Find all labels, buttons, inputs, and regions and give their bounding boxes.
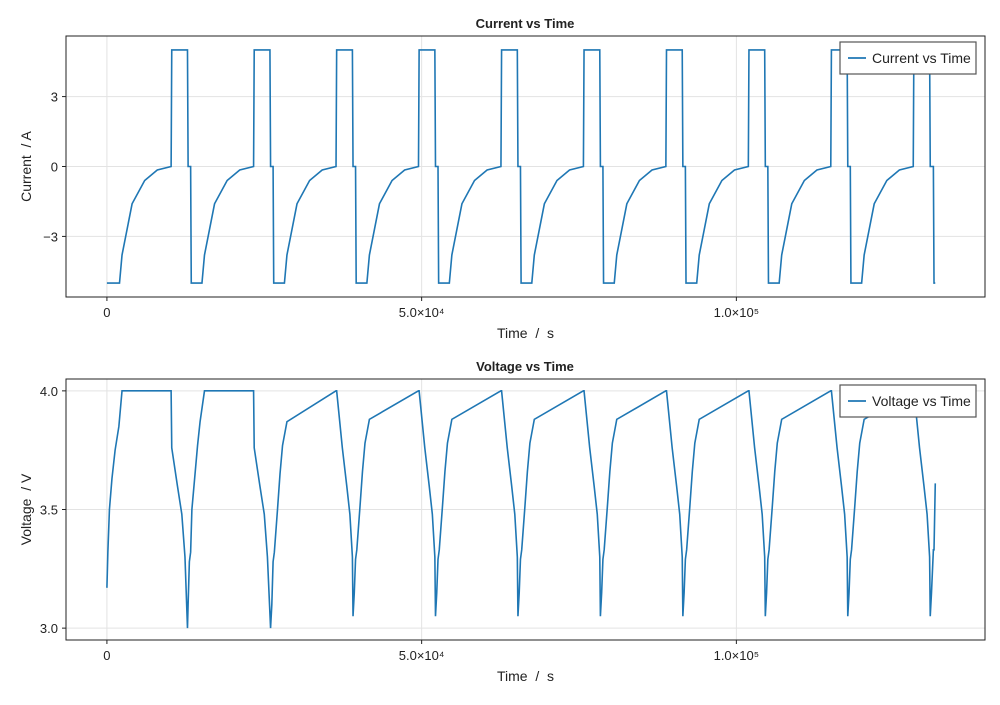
- current-chart-panel: Current vs Time 0 5.0×10⁴ 1.0×10⁵ −3 0 3 Tim…: [18, 16, 986, 341]
- current-series-line: [106, 49, 936, 284]
- current-legend-label: Current vs Time: [872, 50, 971, 66]
- voltage-chart-legend: Voltage vs Time: [839, 384, 977, 418]
- y-tick-label: 3.0: [40, 621, 58, 636]
- voltage-chart-title: Voltage vs Time: [476, 359, 574, 374]
- voltage-chart-y-label: Voltage / V: [18, 473, 34, 545]
- x-tick-label: 5.0×10⁴: [399, 648, 445, 663]
- y-tick-label: 4.0: [40, 384, 58, 399]
- current-chart-x-label: Time / s: [497, 325, 554, 341]
- current-chart-y-ticks: −3 0 3: [43, 90, 66, 244]
- x-tick-label: 5.0×10⁴: [399, 305, 445, 320]
- current-chart-y-label: Current / A: [18, 130, 34, 201]
- voltage-series-line: [106, 390, 937, 629]
- current-chart-title: Current vs Time: [476, 16, 575, 31]
- x-tick-label: 1.0×10⁵: [714, 648, 760, 663]
- y-tick-label: 3: [51, 90, 58, 105]
- current-chart-x-ticks: 0 5.0×10⁴ 1.0×10⁵: [103, 297, 759, 320]
- x-tick-label: 0: [103, 648, 110, 663]
- y-tick-label: 0: [51, 160, 58, 175]
- x-tick-label: 0: [103, 305, 110, 320]
- voltage-legend-label: Voltage vs Time: [872, 393, 971, 409]
- voltage-chart-y-ticks: 3.0 3.5 4.0: [40, 384, 66, 636]
- x-tick-label: 1.0×10⁵: [714, 305, 760, 320]
- y-tick-label: 3.5: [40, 503, 58, 518]
- voltage-chart-x-label: Time / s: [497, 668, 554, 684]
- current-chart-legend: Current vs Time: [839, 41, 977, 75]
- y-tick-label: −3: [43, 229, 58, 244]
- voltage-chart-panel: Voltage vs Time 0 5.0×10⁴ 1.0×10⁵ 3.0 3.5 4.…: [18, 359, 986, 684]
- voltage-chart-x-ticks: 0 5.0×10⁴ 1.0×10⁵: [103, 640, 759, 663]
